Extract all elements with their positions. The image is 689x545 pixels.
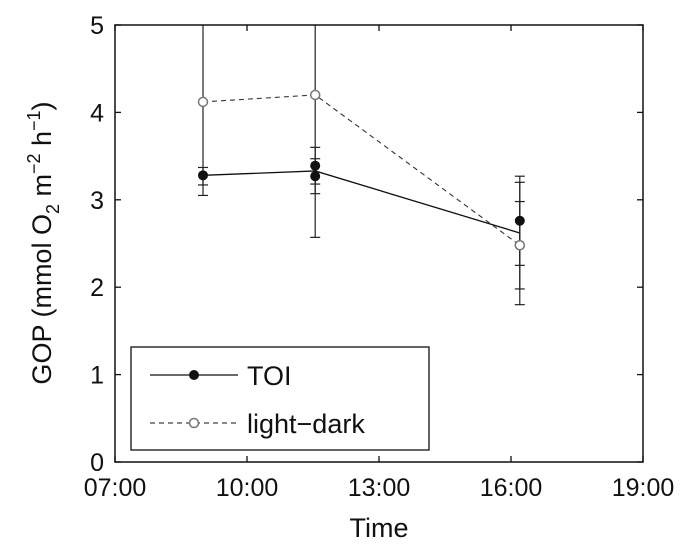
data-point-light-dark bbox=[514, 239, 526, 251]
y-tick-label: 1 bbox=[90, 362, 104, 390]
x-tick-label: 07:00 bbox=[84, 474, 147, 502]
y-axis-title-m: m bbox=[27, 174, 57, 204]
y-axis-title-suffix: ) bbox=[27, 101, 57, 110]
legend-light-dark-marker bbox=[188, 417, 200, 429]
legend-toi-marker bbox=[189, 370, 199, 380]
legend-label-light-dark: light−dark bbox=[247, 409, 365, 439]
y-tick-label: 0 bbox=[90, 449, 104, 477]
y-tick-label: 2 bbox=[90, 274, 104, 302]
data-point-light-dark bbox=[197, 96, 209, 108]
x-tick-label: 16:00 bbox=[480, 474, 543, 502]
ticks-layer: 07:00 10:00 13:00 16:00 19:00 0 1 2 3 4 5 bbox=[84, 12, 675, 502]
data-point-toi bbox=[310, 160, 321, 171]
x-tick-label: 19:00 bbox=[612, 474, 675, 502]
y-axis-title-h: h bbox=[27, 131, 57, 154]
y-axis-title-m-superscript: −2 bbox=[24, 153, 44, 174]
y-axis-title-h-superscript: −1 bbox=[24, 110, 44, 131]
legend: TOI light−dark bbox=[130, 346, 430, 451]
y-tick-label: 3 bbox=[90, 187, 104, 215]
data-point-toi bbox=[310, 171, 321, 182]
plot-layer bbox=[197, 25, 526, 306]
data-point-toi bbox=[198, 170, 208, 181]
data-point-toi bbox=[514, 215, 525, 226]
x-axis-title: Time bbox=[350, 513, 409, 543]
series-line-toi bbox=[202, 170, 520, 234]
x-tick-label: 10:00 bbox=[216, 474, 279, 502]
data-point-light-dark bbox=[309, 89, 321, 101]
legend-box bbox=[130, 346, 430, 451]
x-tick-label: 13:00 bbox=[348, 474, 411, 502]
y-axis-title-o2-subscript: 2 bbox=[43, 204, 63, 214]
y-tick-label: 5 bbox=[90, 12, 104, 40]
y-tick-label: 4 bbox=[90, 99, 104, 127]
y-axis-title-prefix: GOP (mmol O bbox=[27, 214, 57, 385]
series-line-light-dark bbox=[202, 94, 521, 246]
legend-label-toi: TOI bbox=[247, 361, 292, 391]
y-axis-title: GOP (mmol O2 m−2 h−1) bbox=[24, 101, 63, 384]
